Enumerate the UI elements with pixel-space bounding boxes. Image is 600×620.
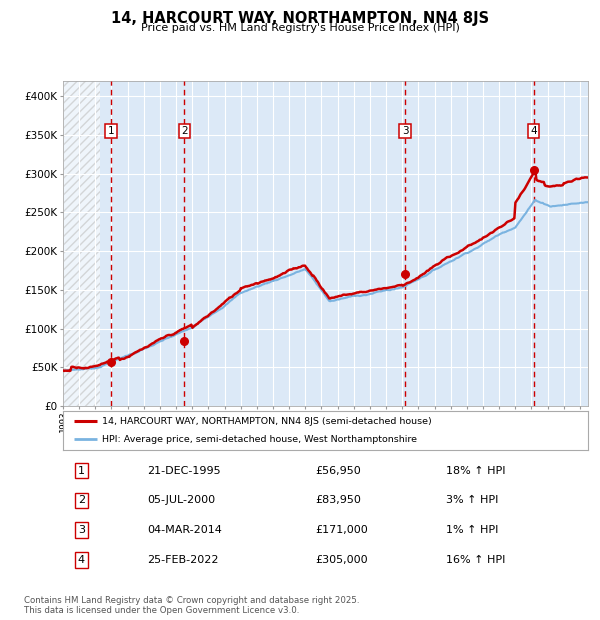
Text: 14, HARCOURT WAY, NORTHAMPTON, NN4 8JS: 14, HARCOURT WAY, NORTHAMPTON, NN4 8JS <box>111 11 489 26</box>
Text: 05-JUL-2000: 05-JUL-2000 <box>147 495 215 505</box>
Text: Contains HM Land Registry data © Crown copyright and database right 2025.
This d: Contains HM Land Registry data © Crown c… <box>24 596 359 615</box>
Text: Price paid vs. HM Land Registry's House Price Index (HPI): Price paid vs. HM Land Registry's House … <box>140 23 460 33</box>
Text: £171,000: £171,000 <box>315 525 368 535</box>
Text: 14, HARCOURT WAY, NORTHAMPTON, NN4 8JS (semi-detached house): 14, HARCOURT WAY, NORTHAMPTON, NN4 8JS (… <box>103 417 432 426</box>
Text: 4: 4 <box>530 126 537 136</box>
Text: £83,950: £83,950 <box>315 495 361 505</box>
Text: 2: 2 <box>78 495 85 505</box>
Text: £305,000: £305,000 <box>315 555 368 565</box>
Text: 3% ↑ HPI: 3% ↑ HPI <box>446 495 499 505</box>
Text: 18% ↑ HPI: 18% ↑ HPI <box>446 466 506 476</box>
Text: 1% ↑ HPI: 1% ↑ HPI <box>446 525 499 535</box>
Text: 1: 1 <box>78 466 85 476</box>
Text: 04-MAR-2014: 04-MAR-2014 <box>147 525 222 535</box>
Text: 3: 3 <box>78 525 85 535</box>
Text: 2: 2 <box>181 126 188 136</box>
Text: 21-DEC-1995: 21-DEC-1995 <box>147 466 221 476</box>
Text: HPI: Average price, semi-detached house, West Northamptonshire: HPI: Average price, semi-detached house,… <box>103 435 418 444</box>
Text: 3: 3 <box>401 126 408 136</box>
Text: £56,950: £56,950 <box>315 466 361 476</box>
Text: 4: 4 <box>78 555 85 565</box>
Text: 1: 1 <box>107 126 114 136</box>
Text: 25-FEB-2022: 25-FEB-2022 <box>147 555 218 565</box>
Text: 16% ↑ HPI: 16% ↑ HPI <box>446 555 506 565</box>
